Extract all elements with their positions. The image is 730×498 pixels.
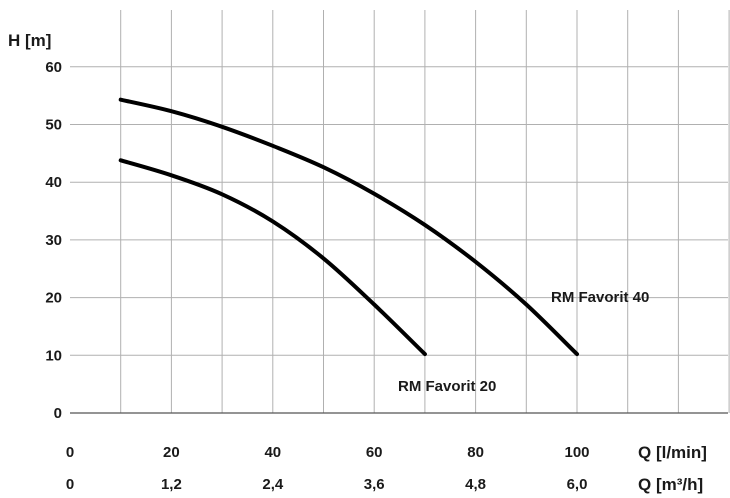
grid (70, 10, 730, 413)
y-tick-label: 40 (45, 174, 62, 191)
y-axis-title: H [m] (8, 31, 51, 50)
y-tick-label: 10 (45, 347, 62, 364)
x-tick-label: 60 (366, 444, 383, 461)
y-tick-label: 60 (45, 59, 62, 76)
x-tick-label-secondary: 0 (66, 476, 74, 493)
series-line-rm-favorit-40 (118, 97, 579, 357)
x-axis-title-primary: Q [l/min] (638, 443, 707, 462)
series-curves (118, 97, 579, 357)
x-tick-label: 20 (163, 444, 180, 461)
x-axis-title-secondary: Q [m³/h] (638, 475, 703, 494)
x-tick-label-secondary: 4,8 (465, 476, 486, 493)
x-tick-label-secondary: 6,0 (567, 476, 588, 493)
y-tick-label: 0 (54, 405, 62, 422)
x-tick-label: 0 (66, 444, 74, 461)
series-line-rm-favorit-20 (118, 158, 427, 357)
series-label-rm-favorit-20: RM Favorit 20 (398, 378, 496, 395)
x-tick-label: 100 (564, 444, 589, 461)
x-tick-label-secondary: 2,4 (262, 476, 284, 493)
tick-labels: 0 10 20 30 40 50 60 0 20 40 60 80 100 0 1,2 2,4 3,6 4,8 6,… (45, 59, 589, 493)
x-tick-label-secondary: 1,2 (161, 476, 182, 493)
x-tick-label: 80 (467, 444, 484, 461)
x-tick-label: 40 (264, 444, 281, 461)
x-tick-label-secondary: 3,6 (364, 476, 385, 493)
y-tick-label: 20 (45, 290, 62, 307)
series-label-rm-favorit-40: RM Favorit 40 (551, 289, 649, 306)
y-tick-label: 50 (45, 117, 62, 134)
y-tick-label: 30 (45, 232, 62, 249)
